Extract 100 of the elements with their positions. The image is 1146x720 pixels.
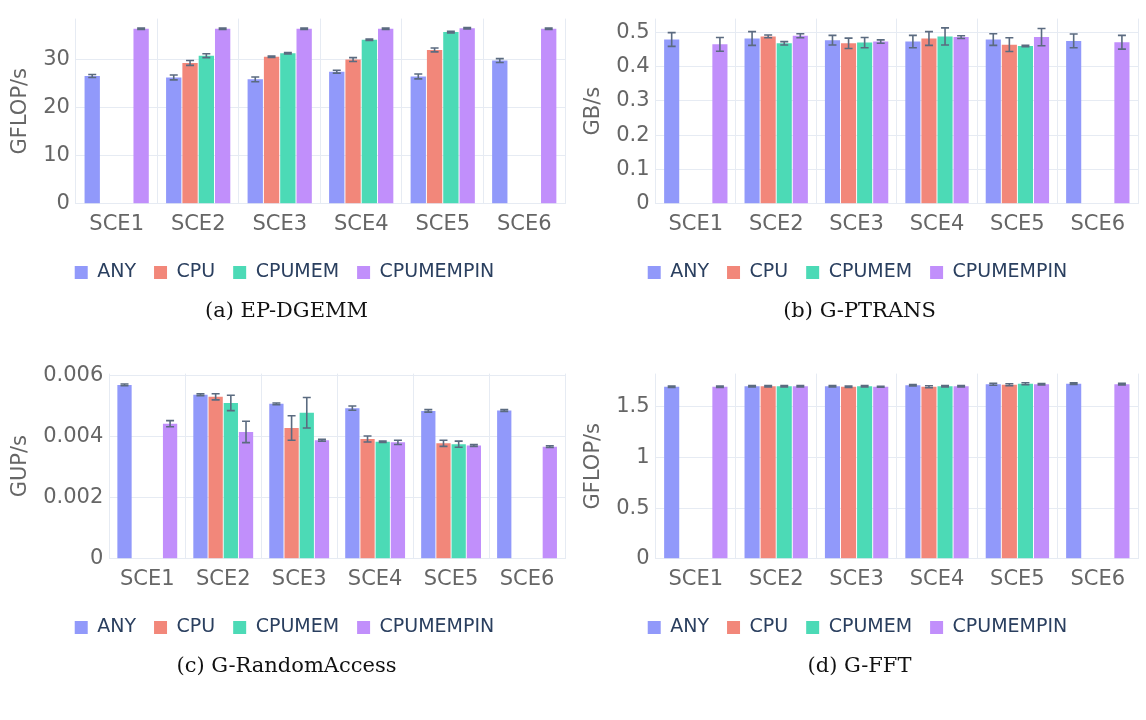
bar (873, 41, 889, 204)
bar (541, 28, 557, 204)
bar (84, 75, 100, 204)
legend-label: CPU (749, 259, 789, 282)
x-tick-label: SCE4 (909, 210, 965, 235)
legend-label: CPUMEMPIN (952, 614, 1068, 637)
legend-label: CPUMEM (255, 614, 340, 637)
bar (238, 431, 254, 559)
bar (421, 410, 436, 559)
y-tick-label: 0 (56, 190, 70, 215)
x-tick-label: SCE6 (499, 565, 555, 590)
bar (390, 442, 406, 559)
bar (269, 403, 284, 559)
y-tick-label: 0.006 (43, 361, 104, 386)
y-tick-label: 1.5 (616, 393, 650, 418)
legend-label: CPU (176, 259, 216, 282)
bar (214, 28, 231, 204)
legend-label: ANY (97, 614, 137, 637)
bar (375, 441, 390, 559)
x-tick-label: SCE2 (195, 565, 251, 590)
bar (410, 76, 426, 204)
bar (193, 394, 208, 559)
x-tick-label: SCE5 (990, 210, 1045, 235)
x-tick-label: SCE1 (668, 210, 724, 235)
x-tick-label: SCE2 (748, 565, 804, 590)
bar (208, 396, 223, 559)
legend-label: ANY (670, 259, 710, 282)
bar (1033, 37, 1050, 204)
y-tick-label: 0.002 (43, 484, 104, 509)
bar (492, 60, 508, 204)
y-tick-label: 10 (43, 142, 70, 167)
bar (857, 42, 873, 204)
x-tick-label: SCE4 (347, 565, 403, 590)
bar (921, 38, 937, 204)
legend-label: CPUMEMPIN (379, 259, 495, 282)
y-tick-label: 0.5 (616, 494, 650, 519)
bar (426, 49, 443, 204)
legend-label: ANY (97, 259, 137, 282)
bar (451, 444, 466, 559)
x-tick-label: SCE4 (333, 210, 389, 235)
bar (1001, 44, 1017, 204)
x-tick-label: SCE6 (496, 210, 552, 235)
bar (329, 71, 345, 204)
bar (905, 41, 921, 204)
legend-label: CPUMEM (828, 259, 913, 282)
y-tick-label: 30 (43, 45, 70, 70)
legend-label: CPUMEM (255, 259, 340, 282)
x-tick-label: SCE4 (909, 565, 965, 590)
bar (314, 440, 330, 559)
bar (299, 412, 314, 559)
x-tick-label: SCE5 (415, 210, 471, 235)
bar (841, 43, 857, 204)
bar (345, 59, 361, 204)
y-tick-label: 0.5 (616, 18, 650, 43)
bar (133, 28, 149, 204)
x-tick-label: SCE1 (89, 210, 144, 235)
text: (b) G-PTRANS (782, 298, 937, 322)
bar (744, 38, 760, 204)
bar (1114, 42, 1130, 204)
bar (223, 402, 238, 559)
legend-label: CPU (176, 614, 216, 637)
y-tick-label: 0.1 (616, 155, 650, 180)
bar (664, 39, 680, 204)
bar (162, 423, 178, 559)
bar (760, 36, 776, 204)
y-tick-label: 0.4 (616, 53, 650, 78)
x-tick-label: SCE6 (1070, 565, 1126, 590)
x-tick-label: SCE1 (119, 565, 175, 590)
text: (c) G-RandomAccess (175, 653, 398, 677)
bar (198, 55, 215, 204)
bar (542, 446, 557, 559)
y-tick-label: 0.004 (43, 423, 104, 448)
legend-label: CPUMEMPIN (952, 259, 1068, 282)
x-tick-label: SCE5 (423, 565, 479, 590)
bar (1066, 40, 1082, 204)
bar (345, 408, 360, 559)
y-tick-label: 1 (636, 444, 650, 469)
bar (712, 44, 728, 204)
y-axis-title: GFLOP/s (580, 422, 605, 510)
bar (443, 32, 459, 204)
legend-label: CPUMEMPIN (379, 614, 495, 637)
text: (d) G-FFT (806, 653, 913, 677)
x-tick-label: SCE3 (829, 210, 884, 235)
bar (280, 53, 296, 204)
y-tick-label: 0 (636, 545, 650, 570)
text: (a) EP-DGEMM (204, 298, 369, 322)
x-tick-label: SCE1 (668, 565, 724, 590)
bar (247, 79, 263, 204)
bar (1017, 46, 1033, 204)
x-tick-label: SCE3 (271, 565, 327, 590)
y-tick-label: 20 (43, 93, 70, 118)
bar (360, 439, 375, 559)
x-tick-label: SCE2 (170, 210, 226, 235)
x-tick-label: SCE6 (1070, 210, 1126, 235)
bar (263, 56, 280, 204)
bar (792, 35, 808, 204)
x-tick-label: SCE3 (829, 565, 884, 590)
bar (459, 28, 475, 204)
y-axis-title: GUP/s (7, 435, 32, 498)
bar (776, 43, 792, 204)
